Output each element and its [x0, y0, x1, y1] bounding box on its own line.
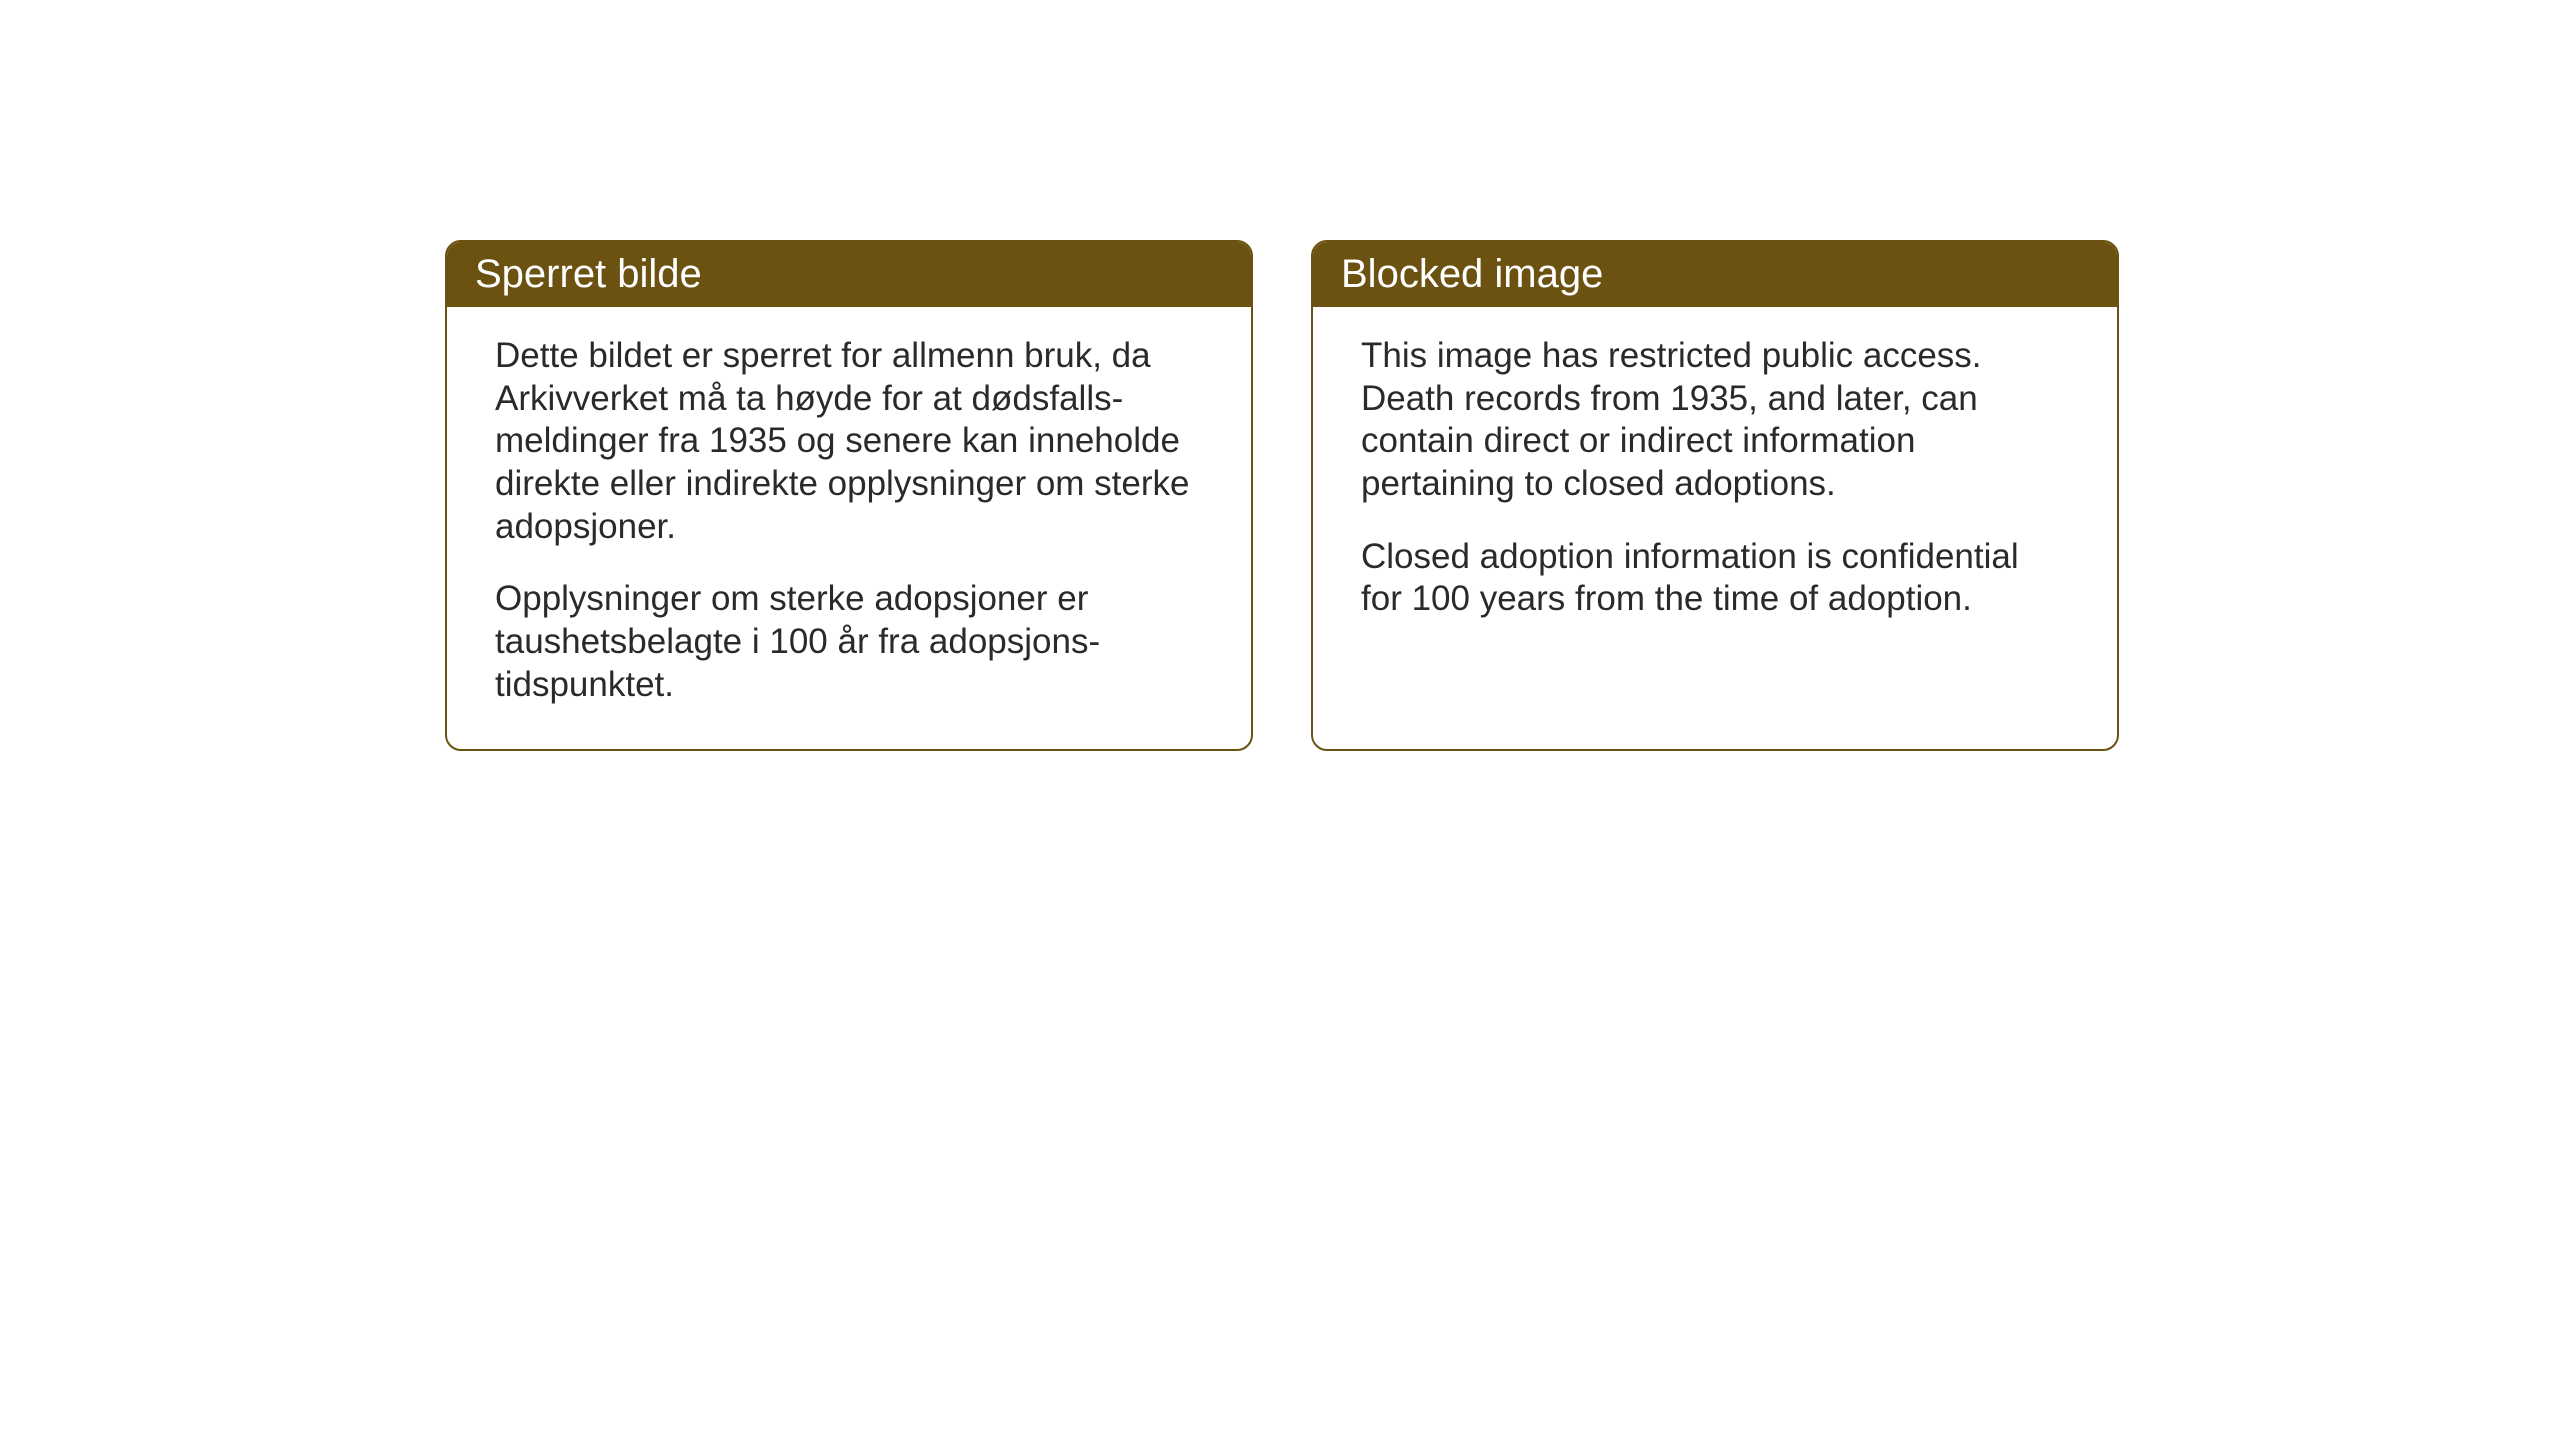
notice-container: Sperret bilde Dette bildet er sperret fo… [445, 240, 2119, 751]
notice-card-english: Blocked image This image has restricted … [1311, 240, 2119, 751]
card-paragraph1-english: This image has restricted public access.… [1361, 335, 2069, 506]
card-paragraph2-english: Closed adoption information is confident… [1361, 536, 2069, 621]
card-body-english: This image has restricted public access.… [1313, 307, 2117, 663]
card-body-norwegian: Dette bildet er sperret for allmenn bruk… [447, 307, 1251, 749]
card-header-english: Blocked image [1313, 242, 2117, 307]
card-header-norwegian: Sperret bilde [447, 242, 1251, 307]
card-title-norwegian: Sperret bilde [475, 252, 702, 296]
card-paragraph2-norwegian: Opplysninger om sterke adopsjoner er tau… [495, 578, 1203, 706]
card-paragraph1-norwegian: Dette bildet er sperret for allmenn bruk… [495, 335, 1203, 548]
notice-card-norwegian: Sperret bilde Dette bildet er sperret fo… [445, 240, 1253, 751]
card-title-english: Blocked image [1341, 252, 1603, 296]
